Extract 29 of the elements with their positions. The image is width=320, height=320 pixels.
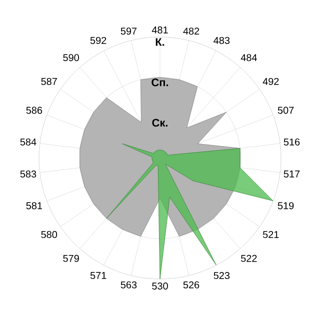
spoke-label: 526 <box>183 281 200 288</box>
spoke-label: 592 <box>90 36 106 44</box>
spoke-label: 584 <box>20 138 36 146</box>
spoke-label: 597 <box>120 28 137 35</box>
spoke-label: 507 <box>278 106 294 114</box>
spoke-label: 586 <box>26 106 42 114</box>
spoke-label: 522 <box>241 254 257 262</box>
spoke-label: 484 <box>240 54 257 62</box>
y-tick-label: К. <box>156 38 164 46</box>
spoke-label: 579 <box>63 254 79 262</box>
spoke-label: 483 <box>214 36 230 44</box>
spoke-label: 519 <box>278 202 294 210</box>
spoke-label: 492 <box>262 78 279 85</box>
spoke-label: 517 <box>284 170 300 178</box>
spoke-label: 571 <box>90 272 106 279</box>
spoke-label: 581 <box>26 202 42 210</box>
y-tick-label: Сп. <box>152 78 168 86</box>
spoke-label: 580 <box>41 231 58 238</box>
spoke-label: 530 <box>152 282 168 290</box>
spoke-label: 583 <box>20 170 36 178</box>
spoke-label: 521 <box>262 231 279 238</box>
spoke-label: 481 <box>152 26 168 34</box>
spoke-label: 590 <box>63 54 79 62</box>
spoke-label: 523 <box>214 272 230 280</box>
spoke-label: 482 <box>183 28 200 35</box>
y-tick-label: Ск. <box>152 118 168 127</box>
spoke-label: 516 <box>284 138 300 146</box>
spoke-label: 563 <box>120 281 137 288</box>
spoke-label: 587 <box>41 78 57 85</box>
